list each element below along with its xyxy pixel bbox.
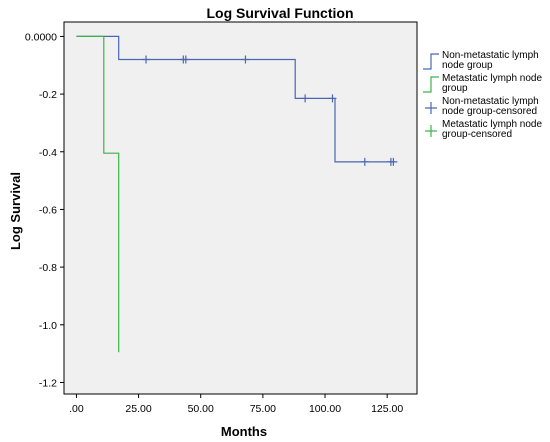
y-tick-label: -1.2 (39, 377, 57, 389)
series-line-non-metastatic (76, 35, 395, 163)
x-axis: .00 25.00 50.00 75.00 100.00 125.00 (69, 394, 403, 415)
plot-area (63, 21, 418, 395)
legend-cross-swatch (425, 102, 437, 114)
series-layer (76, 35, 395, 353)
censor-mark (328, 94, 337, 103)
legend-line-swatch (423, 53, 439, 70)
y-tick-label: -1.0 (39, 320, 57, 332)
legend-label: group (442, 83, 468, 94)
censor-mark (181, 55, 190, 64)
legend-label: Non-metastatic lymph (442, 50, 539, 61)
legend-label: Metastatic lymph node (442, 73, 542, 84)
y-tick-label: -0.8 (39, 262, 57, 274)
y-tick-label: -0.6 (39, 204, 57, 216)
x-axis-label: Months (221, 424, 267, 439)
legend-label: node group (442, 60, 493, 71)
x-tick-label: 100.00 (309, 403, 341, 415)
censor-layer (142, 55, 398, 166)
x-tick-label: 50.00 (188, 403, 214, 415)
x-tick-label: 75.00 (250, 403, 276, 415)
legend-label: group-censored (442, 129, 512, 140)
legend-label: Non-metastatic lymph (442, 96, 539, 107)
chart-title: Log Survival Function (206, 5, 353, 21)
y-axis-label: Log Survival (8, 172, 23, 250)
y-tick-label: 0.0000 (25, 31, 57, 43)
y-axis: 0.0000 -0.2 -0.4 -0.6 -0.8 -1.0 -1.2 (25, 31, 64, 389)
y-tick-label: -0.2 (39, 89, 57, 101)
legend-cross-swatch (425, 125, 437, 137)
legend-label: Metastatic lymph node (442, 119, 542, 130)
censor-mark (389, 157, 398, 166)
censor-mark (301, 94, 310, 103)
censor-mark (142, 55, 151, 64)
x-tick-label: 125.00 (371, 403, 403, 415)
y-tick-label: -0.4 (39, 147, 57, 159)
x-tick-label: .00 (69, 403, 84, 415)
x-tick-label: 25.00 (125, 403, 151, 415)
censor-mark (360, 157, 369, 166)
censor-mark (241, 55, 250, 64)
series-line-metastatic (76, 35, 120, 353)
legend-label: node group-censored (442, 106, 537, 117)
legend-line-swatch (423, 76, 439, 93)
